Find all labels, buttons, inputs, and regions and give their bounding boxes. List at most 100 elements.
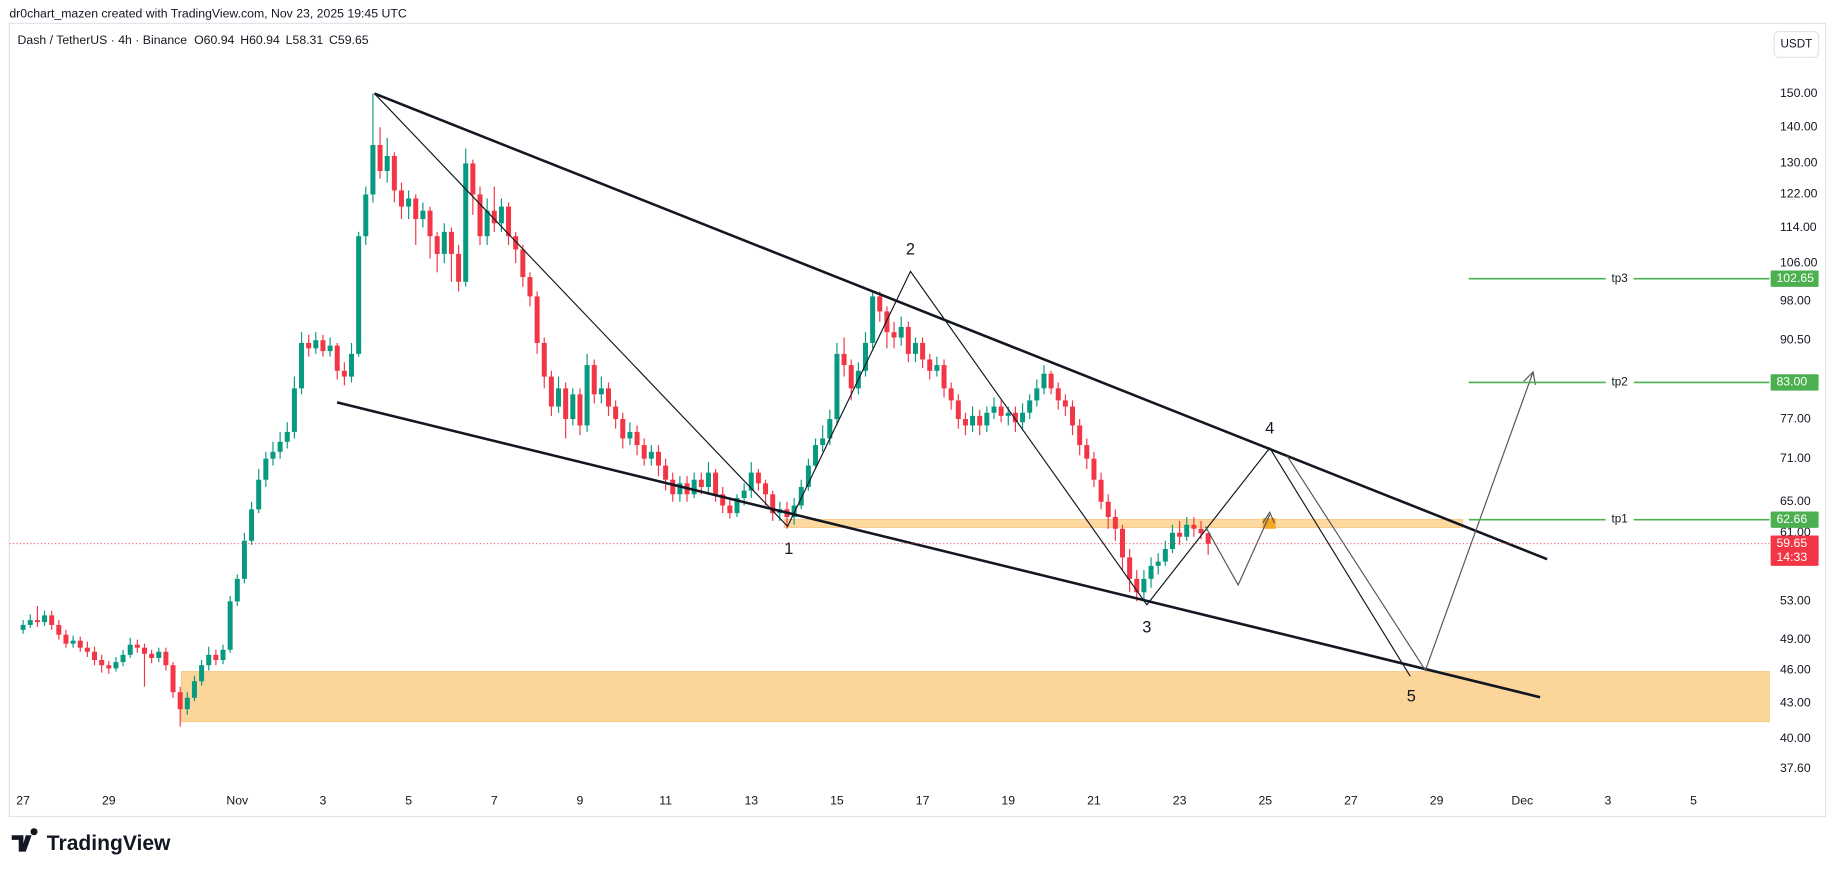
candle-body: [491, 210, 497, 224]
x-tick-label: 5: [405, 794, 412, 808]
candle-body: [1112, 517, 1118, 529]
wave-label: 3: [1142, 619, 1151, 637]
candle-body: [998, 406, 1004, 416]
candle-body: [1091, 458, 1097, 480]
candle-body: [77, 640, 83, 648]
candle-body: [356, 236, 362, 354]
candle-body: [670, 479, 676, 495]
candle-body: [613, 406, 619, 420]
candle-body: [620, 419, 626, 439]
y-tick-label: 53.00: [1780, 594, 1811, 608]
candle-body: [1020, 412, 1026, 423]
candle-body: [834, 353, 840, 420]
x-tick-label: 27: [1344, 794, 1358, 808]
lower-trendline: [336, 401, 1541, 699]
currency-label[interactable]: USDT: [1780, 38, 1812, 51]
x-tick-label: 7: [491, 794, 498, 808]
candle-body: [591, 365, 597, 395]
y-tick-label: 130.00: [1780, 156, 1818, 170]
candle-body: [891, 332, 897, 338]
candle-body: [727, 505, 733, 514]
candle-body: [641, 445, 647, 459]
target-label-bg: [1605, 271, 1634, 286]
brand-name: TradingView: [47, 832, 171, 855]
candle-body: [291, 388, 297, 432]
y-tick-label: 140.00: [1780, 120, 1818, 134]
candle-body: [191, 681, 197, 698]
y-tick-label: 122.00: [1780, 187, 1818, 201]
candle-body: [877, 296, 883, 312]
candle-body: [763, 483, 769, 495]
axes: 150.00140.00130.00122.00114.00106.0098.0…: [16, 86, 1817, 808]
price-tag: [1770, 270, 1819, 287]
candle-body: [698, 479, 704, 487]
candle-body: [912, 342, 918, 354]
candle-body: [663, 465, 669, 480]
demand-zone: [181, 671, 1770, 723]
y-tick-label: 43.00: [1780, 696, 1811, 710]
candle-body: [406, 198, 412, 207]
candle-body: [84, 647, 90, 652]
target-label-bg: [1605, 512, 1634, 527]
candle-body: [970, 415, 976, 426]
candle-body: [962, 419, 968, 426]
candle-body: [791, 505, 797, 518]
drawings: [336, 92, 1548, 699]
candle-body: [991, 406, 997, 413]
credit: dr0chart_mazen created with TradingView.…: [9, 6, 406, 20]
candle-body: [49, 615, 55, 625]
y-tick-label: 40.00: [1780, 731, 1811, 745]
candle-body: [313, 340, 319, 349]
candle-body: [27, 620, 33, 625]
candle-body: [905, 326, 911, 354]
mini-arrow: [1262, 511, 1275, 524]
candle-body: [1105, 501, 1111, 518]
target-name: tp2: [1612, 376, 1628, 389]
candle-body: [1191, 524, 1197, 529]
brand-logo: [11, 828, 38, 852]
candle-body: [627, 431, 633, 439]
price-tag-label: 62.66: [1776, 512, 1807, 526]
candle-body: [870, 296, 876, 343]
candle-body: [1005, 412, 1011, 416]
candle-body: [920, 342, 926, 360]
y-tick-label: 106.00: [1780, 255, 1818, 269]
candle-body: [434, 236, 440, 254]
price-tag: [1770, 374, 1819, 391]
candle-body: [163, 651, 169, 666]
x-tick-label: Nov: [226, 794, 249, 808]
candle-body: [363, 194, 369, 237]
candle-body: [527, 277, 533, 297]
candle-body: [113, 662, 119, 669]
y-tick-label: 98.00: [1780, 294, 1811, 308]
x-tick-label: 3: [1605, 794, 1612, 808]
candle-body: [441, 231, 447, 254]
candle-body: [955, 400, 961, 420]
candle-body: [170, 665, 176, 693]
candle-body: [241, 540, 247, 579]
candle-body: [349, 353, 355, 377]
ohlc-open: O60.94: [194, 33, 234, 47]
currency-button[interactable]: [1773, 30, 1820, 58]
wave-label: 5: [1407, 688, 1416, 706]
candle-body: [977, 415, 983, 426]
candle-body: [134, 644, 140, 648]
candle-body: [570, 394, 576, 420]
candle-body: [748, 472, 754, 491]
candle-body: [1119, 528, 1125, 558]
candle-body: [184, 697, 190, 710]
candle-body: [1169, 532, 1175, 550]
y-tick-label: 77.00: [1780, 411, 1811, 425]
y-tick-label: 49.00: [1780, 632, 1811, 646]
candle-body: [299, 342, 305, 389]
ohlc-low: L58.31: [286, 33, 324, 47]
y-tick-label: 114.00: [1780, 220, 1817, 234]
candle-body: [448, 231, 454, 254]
candle-body: [1055, 388, 1061, 401]
upper-trendline: [374, 92, 1548, 561]
candle-body: [92, 651, 98, 661]
candle-body: [463, 163, 469, 282]
candle-body: [127, 644, 133, 655]
target-label-bg: [1605, 375, 1634, 390]
